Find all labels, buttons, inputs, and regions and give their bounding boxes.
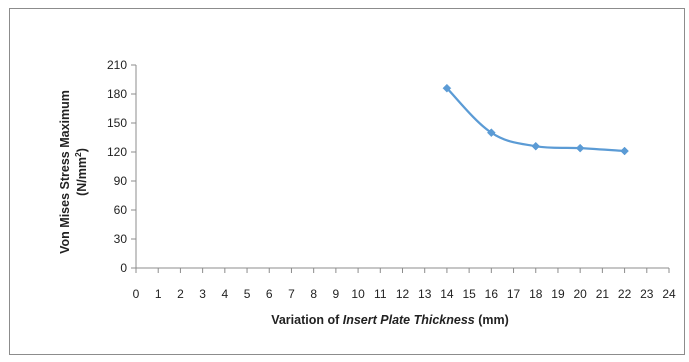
x-tick-label: 18 — [529, 287, 543, 301]
x-tick-label: 7 — [288, 287, 295, 301]
data-point-marker — [575, 143, 585, 153]
x-tick-label: 15 — [462, 287, 476, 301]
y-axis-title: Von Mises Stress Maximum (N/mm2) — [58, 90, 89, 254]
y-tick-label: 120 — [107, 145, 127, 159]
y-tick-label: 60 — [114, 203, 128, 217]
y-tick-label: 150 — [107, 116, 127, 130]
labels-layer: Variation of Insert Plate Thickness (mm)… — [58, 90, 509, 327]
y-axis-title-line-2: (N/mm2) — [73, 148, 89, 196]
y-tick-label: 180 — [107, 87, 127, 101]
x-tick-label: 5 — [244, 287, 251, 301]
y-tick-label: 30 — [114, 232, 128, 246]
y-axis-unit-superscript: 2 — [73, 152, 83, 157]
x-tick-label: 24 — [662, 287, 676, 301]
y-axis-unit-suffix: ) — [75, 148, 89, 152]
x-tick-label: 23 — [640, 287, 654, 301]
x-tick-label: 10 — [351, 287, 365, 301]
x-tick-label: 11 — [374, 287, 387, 301]
x-tick-label: 0 — [133, 287, 140, 301]
y-axis-unit-prefix: (N/mm — [75, 157, 89, 196]
x-tick-label: 16 — [485, 287, 499, 301]
x-tick-label: 12 — [396, 287, 410, 301]
x-tick-label: 19 — [551, 287, 565, 301]
x-tick-label: 3 — [199, 287, 206, 301]
x-axis-title: Variation of Insert Plate Thickness (mm) — [271, 313, 509, 327]
data-point-marker — [531, 141, 541, 151]
x-tick-label: 22 — [618, 287, 632, 301]
y-tick-label: 90 — [114, 174, 128, 188]
x-tick-label: 17 — [507, 287, 521, 301]
x-tick-label: 8 — [310, 287, 317, 301]
chart-frame — [9, 8, 685, 355]
x-tick-label: 21 — [596, 287, 610, 301]
data-point-marker — [620, 146, 629, 156]
y-axis-title-line-1: Von Mises Stress Maximum — [58, 90, 72, 254]
x-tick-label: 6 — [266, 287, 273, 301]
y-tick-label: 0 — [120, 261, 127, 275]
y-tick-label: 210 — [107, 58, 127, 72]
series-line — [446, 87, 625, 153]
x-tick-label: 14 — [440, 287, 454, 301]
x-tick-label: 9 — [333, 287, 340, 301]
x-tick-label: 2 — [177, 287, 184, 301]
data-point-marker — [442, 83, 452, 93]
x-tick-label: 4 — [221, 287, 228, 301]
series-layer — [442, 83, 629, 156]
x-tick-label: 13 — [418, 287, 432, 301]
x-axis-title-part-3: (mm) — [475, 313, 509, 327]
x-tick-label: 1 — [155, 287, 162, 301]
x-axis-title-part-1: Variation of — [271, 313, 343, 327]
x-axis-title-part-2: Insert Plate Thickness — [343, 313, 475, 327]
x-tick-label: 20 — [573, 287, 587, 301]
data-point-marker — [486, 128, 496, 138]
